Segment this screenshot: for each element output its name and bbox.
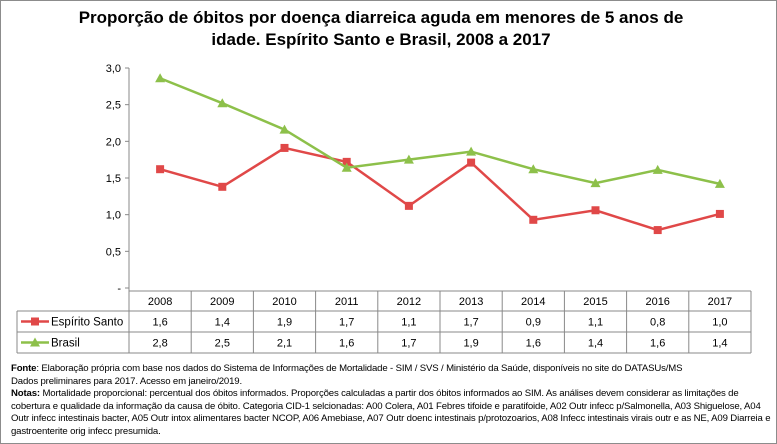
data-label: 1,1 xyxy=(588,317,603,329)
data-label: 2,5 xyxy=(215,338,230,350)
data-point xyxy=(342,157,351,166)
y-tick-label: 0,5 xyxy=(106,246,121,258)
data-point xyxy=(217,98,228,108)
x-category-label: 2017 xyxy=(708,296,732,308)
data-label: 1,4 xyxy=(712,338,727,350)
fonte-label: Fonte xyxy=(11,363,37,374)
data-label: 1,4 xyxy=(588,338,603,350)
data-label: 0,9 xyxy=(526,317,541,329)
data-label: 1,4 xyxy=(215,317,230,329)
x-category-label: 2009 xyxy=(210,296,234,308)
notas-text: Mortalidade proporcional: percentual dos… xyxy=(11,388,771,437)
x-category-label: 2016 xyxy=(645,296,669,308)
data-point xyxy=(466,146,477,156)
y-tick-label: 2,5 xyxy=(106,100,121,112)
data-label: 1,6 xyxy=(339,338,354,350)
data-point xyxy=(528,164,539,174)
data-point xyxy=(467,158,476,167)
data-label: 1,6 xyxy=(526,338,541,350)
data-point xyxy=(155,73,166,83)
y-tick-label: 2,0 xyxy=(106,136,121,148)
data-point xyxy=(156,165,165,174)
line-chart: - 0,5 1,0 1,5 2,0 2,5 3,0 2008 2009 2010 2011 2012 2… xyxy=(16,63,752,354)
fonte-line-2: Dados preliminares para 2017. Acesso em … xyxy=(11,375,242,387)
y-tick-label: - xyxy=(117,283,121,295)
title-line-2: idade. Espírito Santo e Brasil, 2008 a 2… xyxy=(211,30,551,49)
data-point xyxy=(714,178,725,188)
x-category-label: 2015 xyxy=(583,296,607,308)
x-category-label: 2013 xyxy=(459,296,483,308)
title-line-1: Proporção de óbitos por doença diarreica… xyxy=(78,8,684,27)
data-point xyxy=(218,182,227,191)
data-point xyxy=(591,206,600,215)
legend-marker xyxy=(30,337,40,347)
series-line-1 xyxy=(159,77,721,186)
data-label: 1,7 xyxy=(463,317,478,329)
chart-title: Proporção de óbitos por doença diarreica… xyxy=(61,7,701,51)
data-point xyxy=(529,215,538,224)
data-point xyxy=(403,154,414,164)
notes-block: Fonte: Elaboração própria com base nos d… xyxy=(11,363,771,439)
y-tick-label: 1,5 xyxy=(106,173,121,185)
x-category-label: 2014 xyxy=(521,296,545,308)
data-label: 1,7 xyxy=(339,317,354,329)
fonte-text: : Elaboração própria com base nos dados … xyxy=(36,363,683,374)
data-point xyxy=(653,226,662,235)
notas-label: Notas: xyxy=(11,388,40,400)
x-category-label: 2012 xyxy=(397,296,421,308)
x-category-label: 2011 xyxy=(335,296,359,308)
data-point xyxy=(280,143,289,152)
legend-label: Espírito Santo xyxy=(51,317,123,329)
data-point xyxy=(715,209,724,218)
data-label: 0,8 xyxy=(650,317,665,329)
legend-marker xyxy=(31,317,39,326)
series-line-0 xyxy=(159,146,721,232)
data-point xyxy=(590,178,601,188)
data-point xyxy=(652,164,663,174)
y-tick-label: 1,0 xyxy=(106,210,121,222)
data-label: 1,9 xyxy=(463,338,478,350)
x-category-label: 2010 xyxy=(272,296,296,308)
x-category-label: 2008 xyxy=(148,296,172,308)
data-point xyxy=(404,201,413,210)
data-label: 2,1 xyxy=(277,338,292,350)
data-label: 1,6 xyxy=(152,317,167,329)
data-label: 1,6 xyxy=(650,338,665,350)
data-point xyxy=(341,162,352,172)
data-point xyxy=(279,124,290,134)
legend-label: Brasil xyxy=(51,338,80,350)
data-label: 1,7 xyxy=(401,338,416,350)
data-label: 1,9 xyxy=(277,317,292,329)
data-label: 1,0 xyxy=(712,317,727,329)
data-label: 2,8 xyxy=(152,338,167,350)
y-tick-label: 3,0 xyxy=(106,63,121,75)
data-label: 1,1 xyxy=(401,317,416,329)
